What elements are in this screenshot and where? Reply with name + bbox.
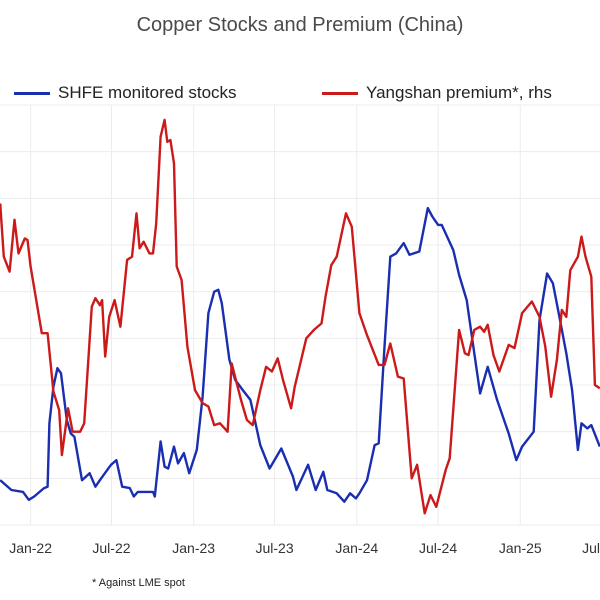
legend-item-yangshan-premium: Yangshan premium*, rhs xyxy=(322,82,552,104)
legend-label: SHFE monitored stocks xyxy=(58,83,237,102)
x-tick-label: Jan-22 xyxy=(9,540,52,556)
x-tick-label: Jan-23 xyxy=(172,540,215,556)
legend-swatch-blue xyxy=(14,91,50,95)
x-tick-label: Jan-24 xyxy=(335,540,378,556)
series-line-yangshan-premium xyxy=(0,118,600,515)
series-line-shfe-stocks xyxy=(0,206,600,503)
legend-swatch-red xyxy=(322,91,358,95)
x-tick-label: Jul-22 xyxy=(92,540,130,556)
x-tick-label: Jul-25 xyxy=(582,540,600,556)
chart-title: Copper Stocks and Premium (China) xyxy=(136,14,464,36)
footnote: * Against LME spot xyxy=(92,577,185,589)
x-tick-label: Jul-24 xyxy=(419,540,457,556)
legend-label: Yangshan premium*, rhs xyxy=(366,83,552,102)
legend-item-shfe-stocks: SHFE monitored stocks xyxy=(14,82,237,104)
x-tick-label: Jul-23 xyxy=(255,540,293,556)
x-tick-label: Jan-25 xyxy=(499,540,542,556)
